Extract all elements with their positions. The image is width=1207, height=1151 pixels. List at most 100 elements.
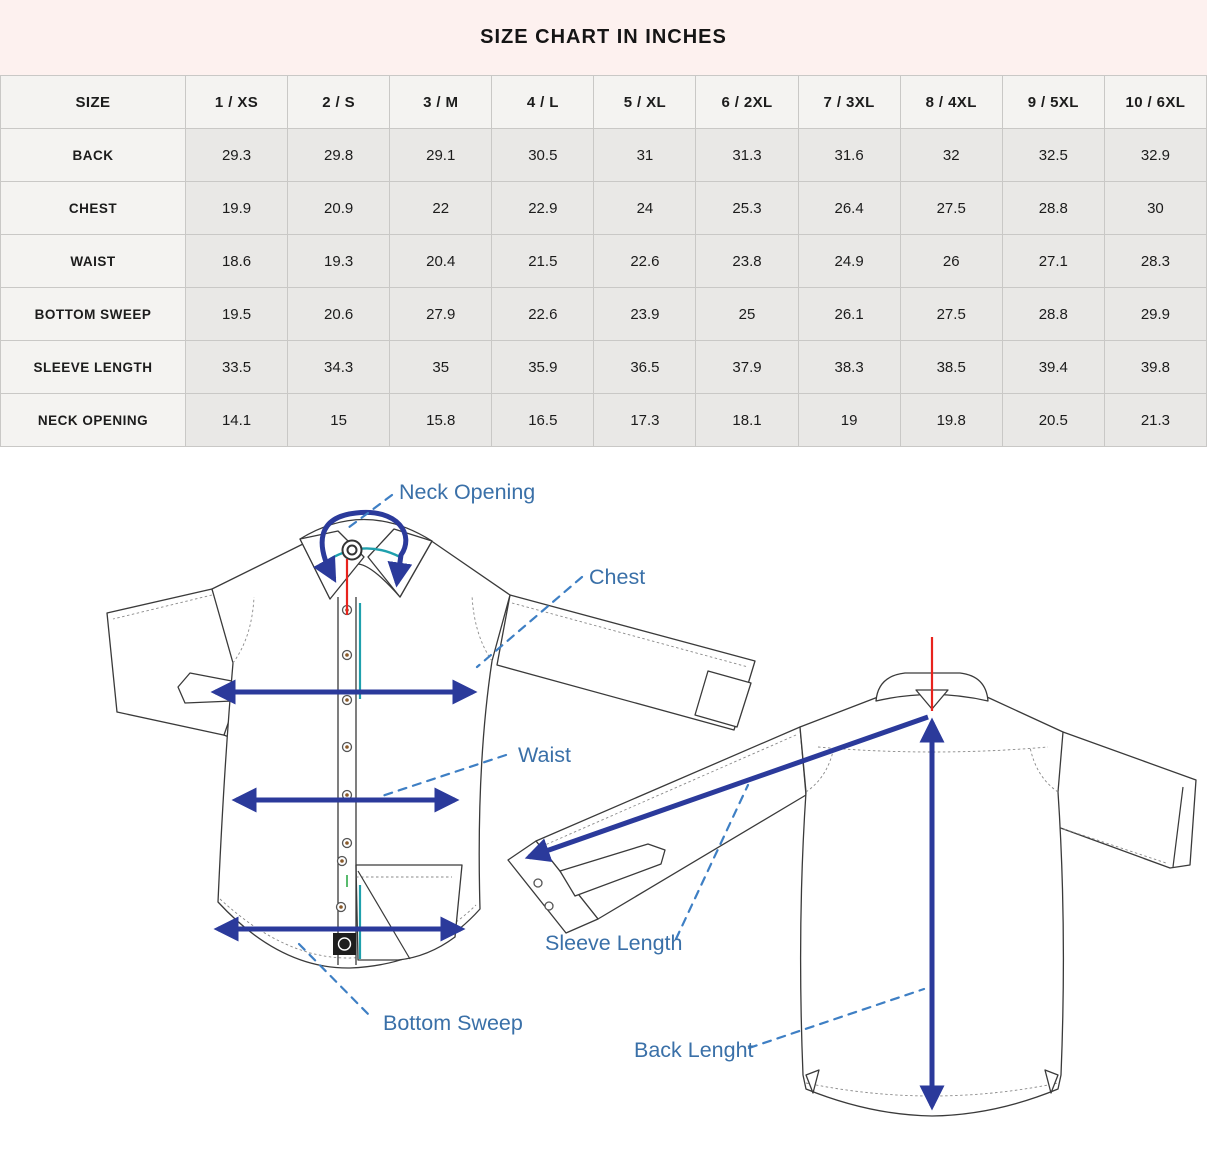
bottom-sweep-leader xyxy=(297,942,373,1019)
measurement-cell: 15.8 xyxy=(389,393,493,447)
label-sleeve-length: Sleeve Length xyxy=(545,931,682,955)
measurement-cell: 21.3 xyxy=(1103,393,1207,447)
measurement-cell: 31.6 xyxy=(797,128,901,182)
table-row: BACK 29.3 29.8 29.1 30.5 31 31.3 31.6 32 32.5 32.9 xyxy=(0,128,1207,182)
measurement-cell: 32.9 xyxy=(1103,128,1207,182)
measurement-cell: 19.8 xyxy=(899,393,1003,447)
measurement-cell: 37.9 xyxy=(695,340,799,394)
measurement-cell: 38.3 xyxy=(797,340,901,394)
measurement-cell: 31 xyxy=(593,128,697,182)
chest-leader xyxy=(475,575,584,669)
col-header: 8 / 4XL xyxy=(899,75,1003,129)
measurement-cell: 19.5 xyxy=(184,287,289,341)
measurement-cell: 18.6 xyxy=(184,234,289,288)
neck-opening-arrow xyxy=(313,509,413,588)
col-header-size: SIZE xyxy=(0,75,186,129)
measurement-cell: 20.6 xyxy=(287,287,391,341)
measurement-cell: 21.5 xyxy=(491,234,595,288)
back-length-leader xyxy=(747,987,926,1050)
measurement-cell: 19 xyxy=(797,393,901,447)
measurement-cell: 29.9 xyxy=(1103,287,1207,341)
col-header: 4 / L xyxy=(491,75,595,129)
measurement-cell: 20.5 xyxy=(1001,393,1105,447)
measurement-cell: 18.1 xyxy=(695,393,799,447)
label-chest: Chest xyxy=(589,565,645,589)
measurement-cell: 29.1 xyxy=(389,128,493,182)
sleeve-length-arrow xyxy=(524,714,929,863)
measurement-cell: 27.5 xyxy=(899,287,1003,341)
measurement-cell: 26.1 xyxy=(797,287,901,341)
measurement-cell: 35 xyxy=(389,340,493,394)
row-label: NECK OPENING xyxy=(0,393,186,447)
col-header: 6 / 2XL xyxy=(695,75,799,129)
measurement-cell: 29.8 xyxy=(287,128,391,182)
row-label: BACK xyxy=(0,128,186,182)
measurement-cell: 14.1 xyxy=(184,393,289,447)
measurement-cell: 28.8 xyxy=(1001,181,1105,235)
measurement-cell: 35.9 xyxy=(491,340,595,394)
measurement-cell: 39.8 xyxy=(1103,340,1207,394)
measurement-cell: 32.5 xyxy=(1001,128,1105,182)
measurement-cell: 30 xyxy=(1103,181,1207,235)
measurement-cell: 34.3 xyxy=(287,340,391,394)
measurement-cell: 29.3 xyxy=(184,128,289,182)
measurement-cell: 31.3 xyxy=(695,128,799,182)
measurement-cell: 28.3 xyxy=(1103,234,1207,288)
front-right-cuff xyxy=(694,670,752,728)
measurement-cell: 23.9 xyxy=(593,287,697,341)
measurement-cell: 27.9 xyxy=(389,287,493,341)
measurement-arrows xyxy=(210,509,945,1111)
table-row: NECK OPENING 14.1 15 15.8 16.5 17.3 18.1 19 19.8… xyxy=(0,393,1207,447)
row-label: BOTTOM SWEEP xyxy=(0,287,186,341)
row-label: SLEEVE LENGTH xyxy=(0,340,186,394)
measurement-cell: 19.9 xyxy=(184,181,289,235)
measurement-cell: 23.8 xyxy=(695,234,799,288)
shirt-diagram-svg: Neck Opening Chest Waist Sleeve Length B… xyxy=(106,480,1197,1117)
measurement-cell: 17.3 xyxy=(593,393,697,447)
label-bottom-sweep: Bottom Sweep xyxy=(383,1011,523,1035)
row-label: WAIST xyxy=(0,234,186,288)
measurement-cell: 16.5 xyxy=(491,393,595,447)
measurement-cell: 39.4 xyxy=(1001,340,1105,394)
measurement-diagram: Neck Opening Chest Waist Sleeve Length B… xyxy=(0,447,1207,1151)
measurement-cell: 30.5 xyxy=(491,128,595,182)
col-header: 10 / 6XL xyxy=(1103,75,1207,129)
table-row: SLEEVE LENGTH 33.5 34.3 35 35.9 36.5 37.9 38.3 3… xyxy=(0,340,1207,394)
measurement-cell: 25.3 xyxy=(695,181,799,235)
table-row: CHEST 19.9 20.9 22 22.9 24 25.3 26.4 27.5 28.8 30 xyxy=(0,181,1207,235)
label-neck-opening: Neck Opening xyxy=(399,480,535,504)
measurement-cell: 19.3 xyxy=(287,234,391,288)
measurement-cell: 24 xyxy=(593,181,697,235)
measurement-cell: 26.4 xyxy=(797,181,901,235)
label-waist: Waist xyxy=(518,743,571,767)
measurement-cell: 15 xyxy=(287,393,391,447)
measurement-cell: 20.4 xyxy=(389,234,493,288)
measurement-cell: 20.9 xyxy=(287,181,391,235)
front-shirt-illustration xyxy=(106,518,756,969)
col-header: 5 / XL xyxy=(593,75,697,129)
measurement-cell: 24.9 xyxy=(797,234,901,288)
measurement-cell: 22.6 xyxy=(491,287,595,341)
measurement-cell: 33.5 xyxy=(184,340,289,394)
col-header: 1 / XS xyxy=(184,75,289,129)
table-row: WAIST 18.6 19.3 20.4 21.5 22.6 23.8 24.9 26 27.1 2… xyxy=(0,234,1207,288)
measurement-cell: 27.5 xyxy=(899,181,1003,235)
measurement-cell: 26 xyxy=(899,234,1003,288)
measurement-cell: 28.8 xyxy=(1001,287,1105,341)
neck-opening-leader xyxy=(342,493,394,533)
col-header: 7 / 3XL xyxy=(797,75,901,129)
table-body: BACK 29.3 29.8 29.1 30.5 31 31.3 31.6 32 32.5 32.9… xyxy=(0,128,1207,447)
measurement-cell: 25 xyxy=(695,287,799,341)
waist-leader xyxy=(380,753,508,798)
measurement-cell: 32 xyxy=(899,128,1003,182)
measurement-labels: Neck Opening Chest Waist Sleeve Length B… xyxy=(383,480,754,1062)
measurement-cell: 22 xyxy=(389,181,493,235)
measurement-cell: 22.6 xyxy=(593,234,697,288)
measurement-cell: 38.5 xyxy=(899,340,1003,394)
table-row: BOTTOM SWEEP 19.5 20.6 27.9 22.6 23.9 25 26.1 27… xyxy=(0,287,1207,341)
title-band: SIZE CHART IN INCHES xyxy=(0,0,1207,75)
hem-logo-tag xyxy=(333,933,356,955)
